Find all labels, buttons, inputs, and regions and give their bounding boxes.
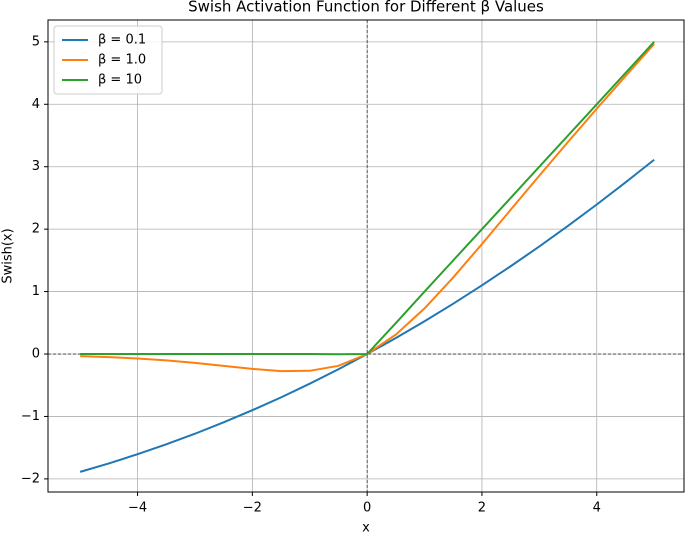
- y-tick-label: −1: [21, 409, 40, 424]
- y-tick-label: 3: [32, 159, 40, 174]
- legend: β = 0.1 β = 1.0 β = 10: [53, 25, 163, 95]
- x-tick-label: −2: [243, 501, 262, 516]
- y-tick-label: 0: [32, 347, 40, 362]
- legend-label: β = 0.1: [98, 33, 146, 48]
- y-tick-label: 2: [32, 222, 40, 237]
- y-tick-label: 1: [32, 284, 40, 299]
- x-tick-label: 0: [363, 501, 371, 516]
- legend-label: β = 10: [98, 73, 142, 88]
- legend-box: [53, 25, 163, 95]
- x-axis-label: x: [362, 521, 370, 534]
- legend-label: β = 1.0: [98, 53, 146, 68]
- y-tick-label: −2: [21, 471, 40, 486]
- plot-frame: [47, 19, 685, 493]
- y-tick-label: 5: [32, 34, 40, 49]
- y-axis-label: Swish(x): [1, 228, 16, 283]
- y-tick-label: 4: [32, 97, 40, 112]
- series-line: [80, 41, 655, 356]
- chart-title: Swish Activation Function for Different …: [188, 0, 544, 16]
- x-tick-label: −4: [128, 501, 147, 516]
- x-tick-label: 4: [593, 501, 601, 516]
- x-tick-label: 2: [478, 501, 486, 516]
